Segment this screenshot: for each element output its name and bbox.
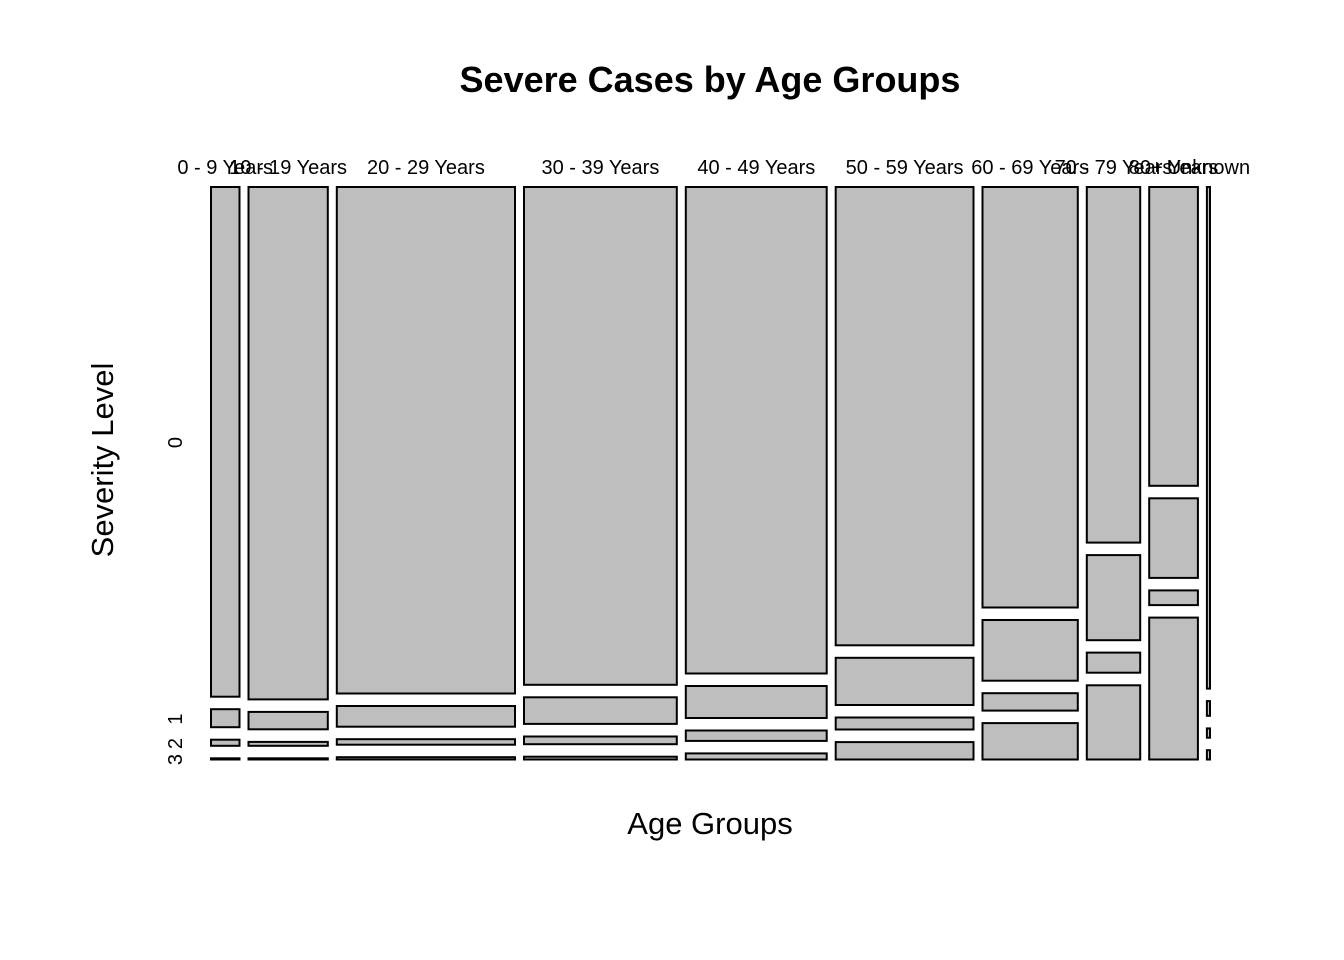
tile-80-years-level-2 <box>1148 589 1199 607</box>
tile-40-49-years-level-0 <box>684 186 828 675</box>
tile-50-59-years-level-3 <box>834 741 975 761</box>
y-axis-label: Severity Level <box>85 363 120 558</box>
category-label-30-39-years: 30 - 39 Years <box>541 157 659 179</box>
tile-0-9-years-level-1 <box>210 708 241 729</box>
tile-50-59-years-level-1 <box>834 656 975 706</box>
tile-60-69-years-level-2 <box>981 692 1079 712</box>
tile-unknown-level-0 <box>1205 186 1212 690</box>
level-label-1: 1 <box>165 713 187 724</box>
tile-30-39-years-level-0 <box>523 186 678 686</box>
tile-unknown-level-3 <box>1205 749 1212 761</box>
tile-20-29-years-level-3 <box>335 756 516 761</box>
category-label-60-69-years: 60 - 69 Years <box>971 157 1089 179</box>
level-label-3: 3 <box>165 754 187 765</box>
tile-20-29-years-level-2 <box>335 738 516 746</box>
tile-0-9-years-level-3 <box>210 757 241 761</box>
level-labels: 0 1 2 3 <box>165 437 187 765</box>
tile-20-29-years-level-0 <box>335 186 516 695</box>
tile-70-79-years-level-0 <box>1085 186 1142 544</box>
tile-80-years-level-1 <box>1148 497 1199 579</box>
category-label-unknown: Unknown <box>1167 157 1250 179</box>
category-label-10-19-years: 10 - 19 Years <box>229 157 347 179</box>
level-label-2: 2 <box>165 738 187 749</box>
tile-70-79-years-level-2 <box>1085 651 1142 674</box>
tile-80-years-level-3 <box>1148 616 1199 761</box>
category-label-40-49-years: 40 - 49 Years <box>697 157 815 179</box>
tile-30-39-years-level-1 <box>523 696 678 725</box>
tile-40-49-years-level-1 <box>684 685 828 719</box>
tile-10-19-years-level-3 <box>247 757 329 761</box>
tile-30-39-years-level-3 <box>523 755 678 761</box>
category-label-80-years: 80+ Years <box>1129 157 1219 179</box>
tile-unknown-level-1 <box>1205 700 1212 717</box>
category-label-20-29-years: 20 - 29 Years <box>367 157 485 179</box>
tile-30-39-years-level-2 <box>523 735 678 746</box>
tile-50-59-years-level-0 <box>834 186 975 647</box>
mosaic-tiles <box>210 186 1212 761</box>
level-label-0: 0 <box>165 437 187 448</box>
tile-10-19-years-level-1 <box>247 710 329 731</box>
tile-60-69-years-level-3 <box>981 722 1079 761</box>
category-label-0-9-years: 0 - 9 Years <box>177 157 273 179</box>
tile-50-59-years-level-2 <box>834 716 975 731</box>
chart-title: Severe Cases by Age Groups <box>460 59 961 100</box>
tile-10-19-years-level-0 <box>247 186 329 701</box>
tile-0-9-years-level-2 <box>210 738 241 747</box>
tile-40-49-years-level-3 <box>684 752 828 761</box>
tile-0-9-years-level-0 <box>210 186 241 698</box>
tile-60-69-years-level-1 <box>981 619 1079 682</box>
category-label-50-59-years: 50 - 59 Years <box>846 157 964 179</box>
tile-40-49-years-level-2 <box>684 729 828 742</box>
tile-unknown-level-2 <box>1205 727 1212 739</box>
tile-70-79-years-level-3 <box>1085 684 1142 761</box>
tile-10-19-years-level-2 <box>247 740 329 747</box>
category-label-70-79-years: 70 - 79 Years <box>1055 157 1173 179</box>
x-axis-label: Age Groups <box>627 806 792 841</box>
tile-80-years-level-0 <box>1148 186 1199 487</box>
tile-20-29-years-level-1 <box>335 705 516 728</box>
tile-70-79-years-level-1 <box>1085 554 1142 642</box>
tile-60-69-years-level-0 <box>981 186 1079 609</box>
